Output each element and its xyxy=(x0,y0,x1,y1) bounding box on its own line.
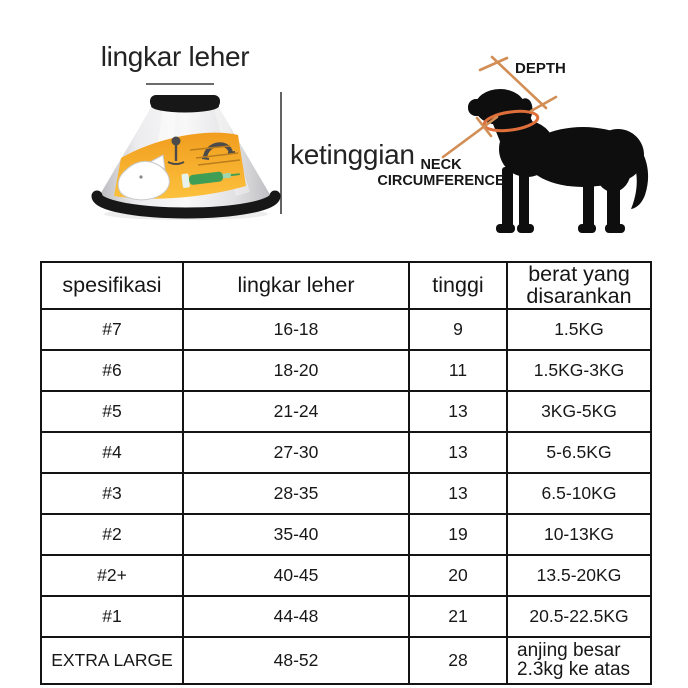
cell-spec: #1 xyxy=(40,594,184,638)
cell-spec: #6 xyxy=(40,348,184,392)
cell-height: 19 xyxy=(408,512,508,556)
cell-weight: 3KG-5KG xyxy=(506,389,652,433)
neck-circumference-label: NECK CIRCUMFERENCE xyxy=(370,157,512,189)
cell-height: 9 xyxy=(408,307,508,351)
cell-spec: #2 xyxy=(40,512,184,556)
cell-neck: 48-52 xyxy=(182,635,410,685)
cell-weight: 5-6.5KG xyxy=(506,430,652,474)
depth-label: DEPTH xyxy=(515,60,566,77)
cell-neck: 44-48 xyxy=(182,594,410,638)
dog-head-doodle xyxy=(117,154,170,201)
cell-spec: #3 xyxy=(40,471,184,515)
neck-measure-line xyxy=(441,115,499,159)
cone-rims xyxy=(91,95,281,219)
cell-height: 13 xyxy=(408,389,508,433)
col-header-neck: lingkar leher xyxy=(182,261,410,310)
depth-measure-line xyxy=(490,55,548,110)
cell-weight: 1.5KG xyxy=(506,307,652,351)
col-header-height: tinggi xyxy=(408,261,508,310)
cell-neck: 16-18 xyxy=(182,307,410,351)
size-table: spesifikasi lingkar leher tinggi berat y… xyxy=(40,261,652,685)
measurement-illustrations: lingkar leher ketinggian DEPTH NECK CIRCU… xyxy=(0,0,688,260)
cell-height: 13 xyxy=(408,471,508,515)
pin-doodle xyxy=(167,136,185,165)
cell-weight: 6.5-10KG xyxy=(506,471,652,515)
cell-height: 21 xyxy=(408,594,508,638)
table-row: #4 27-30 13 5-6.5KG xyxy=(40,430,652,474)
cone-height-label: ketinggian xyxy=(290,139,415,170)
cell-spec: #4 xyxy=(40,430,184,474)
table-row: #1 44-48 21 20.5-22.5KG xyxy=(40,594,652,638)
col-header-weight: berat yang disarankan xyxy=(506,261,652,310)
header-row: spesifikasi lingkar leher tinggi berat y… xyxy=(40,261,652,310)
cell-weight: anjing besar 2.3kg ke atas xyxy=(506,635,652,685)
syringe-doodle xyxy=(181,171,240,188)
cone-illustration xyxy=(91,95,281,220)
cell-height: 20 xyxy=(408,553,508,597)
dog-silhouette xyxy=(468,89,649,233)
depth-tick-top xyxy=(478,56,509,72)
table-row: EXTRA LARGE 48-52 28 anjing besar 2.3kg … xyxy=(40,635,652,685)
neck-label-line2: CIRCUMFERENCE xyxy=(377,172,505,189)
cell-neck: 28-35 xyxy=(182,471,410,515)
cell-neck: 40-45 xyxy=(182,553,410,597)
neck-label-line1: NECK xyxy=(420,157,462,173)
col-header-spec: spesifikasi xyxy=(40,261,184,310)
cell-neck: 35-40 xyxy=(182,512,410,556)
table-row: #2 35-40 19 10-13KG xyxy=(40,512,652,556)
cell-spec: #7 xyxy=(40,307,184,351)
cell-weight: 1.5KG-3KG xyxy=(506,348,652,392)
collar-ellipse xyxy=(482,109,540,133)
cell-spec: EXTRA LARGE xyxy=(40,635,184,685)
cell-neck: 18-20 xyxy=(182,348,410,392)
table-row: #3 28-35 13 6.5-10KG xyxy=(40,471,652,515)
cell-spec: #5 xyxy=(40,389,184,433)
cell-spec: #2+ xyxy=(40,553,184,597)
cell-neck: 21-24 xyxy=(182,389,410,433)
cell-weight: 13.5-20KG xyxy=(506,553,652,597)
text-scribble-lines xyxy=(189,145,241,166)
cell-height: 28 xyxy=(408,635,508,685)
table-row: #5 21-24 13 3KG-5KG xyxy=(40,389,652,433)
cone-label-sticker xyxy=(114,132,246,201)
cone-width-label: lingkar leher xyxy=(100,41,250,72)
neck-tick xyxy=(475,116,493,138)
cell-weight: 20.5-22.5KG xyxy=(506,594,652,638)
cell-height: 11 xyxy=(408,348,508,392)
arch-doodle xyxy=(201,142,236,160)
cell-neck: 27-30 xyxy=(182,430,410,474)
cell-height: 13 xyxy=(408,430,508,474)
cell-weight: 10-13KG xyxy=(506,512,652,556)
dog-tail xyxy=(622,135,649,209)
hero-graphics xyxy=(91,55,649,233)
measurement-lines xyxy=(441,55,558,159)
table-row: #6 18-20 11 1.5KG-3KG xyxy=(40,348,652,392)
table-row: #7 16-18 9 1.5KG xyxy=(40,307,652,351)
depth-tick-bottom xyxy=(529,95,558,113)
table-row: #2+ 40-45 20 13.5-20KG xyxy=(40,553,652,597)
